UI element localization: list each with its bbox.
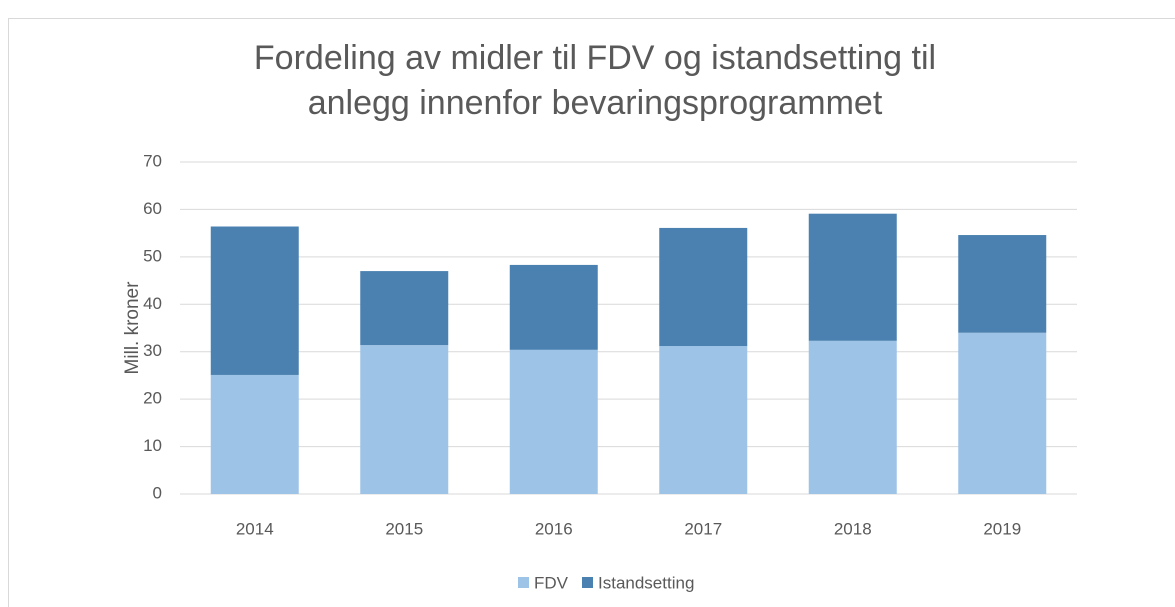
bar-segment (210, 226, 299, 375)
x-tick-label: 2015 (385, 519, 423, 538)
x-tick-label: 2016 (535, 519, 573, 538)
chart-title: anlegg innenfor bevaringsprogrammet (308, 84, 883, 122)
bar-segment (808, 340, 897, 494)
bar-segment (808, 213, 897, 341)
legend-swatch (518, 577, 529, 588)
y-tick-label: 40 (143, 294, 162, 313)
bar-segment (210, 374, 299, 494)
bar-segment (509, 264, 598, 350)
x-tick-label: 2014 (236, 519, 274, 538)
y-tick-label: 60 (143, 199, 162, 218)
x-tick-label: 2018 (834, 519, 872, 538)
y-tick-label: 30 (143, 341, 162, 360)
y-axis-label: Mill. kroner (122, 281, 143, 375)
y-tick-label: 50 (143, 246, 162, 265)
bar-segment (659, 227, 748, 347)
bar-segment (958, 332, 1047, 494)
bar-segment (360, 345, 449, 494)
y-tick-label: 0 (153, 483, 162, 502)
x-tick-label: 2017 (684, 519, 722, 538)
bar-segment (509, 349, 598, 494)
y-tick-label: 20 (143, 389, 162, 408)
bar-segment (360, 271, 449, 346)
y-tick-label: 70 (143, 151, 162, 170)
x-tick-label: 2019 (983, 519, 1021, 538)
bar-segment (659, 346, 748, 494)
legend-label: Istandsetting (598, 573, 694, 592)
bar-segment (958, 235, 1047, 333)
chart-title: Fordeling av midler til FDV og istandset… (254, 39, 936, 77)
legend-swatch (582, 577, 593, 588)
legend-label: FDV (534, 573, 569, 592)
y-tick-label: 10 (143, 436, 162, 455)
